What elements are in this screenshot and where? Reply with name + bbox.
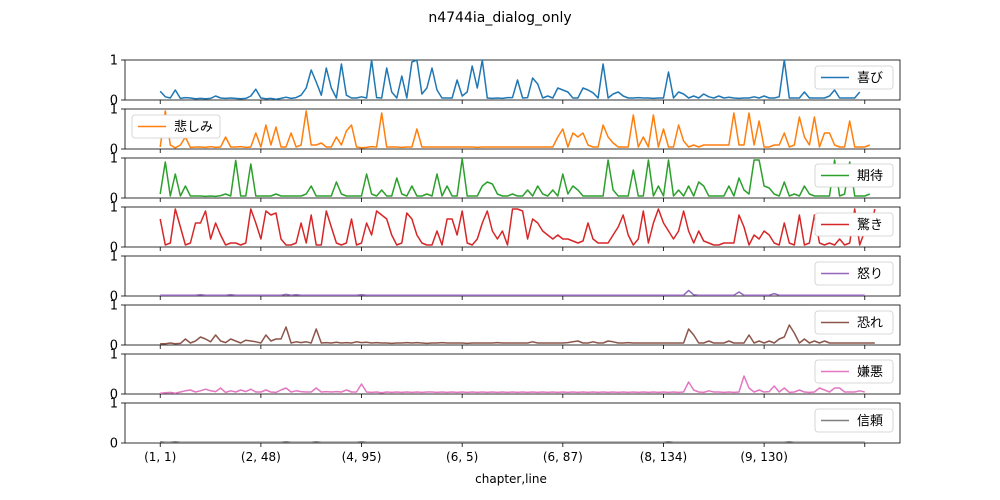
x-tick-label: (4, 95) <box>342 450 382 464</box>
legend-box <box>814 65 894 90</box>
legend-label: 嫌悪 <box>857 365 883 380</box>
subplot-frame <box>124 59 901 101</box>
legend-box <box>814 212 894 237</box>
x-tick-label: (6, 87) <box>543 450 583 464</box>
legend: 悲しみ <box>131 114 221 139</box>
y-tick-label: 0 <box>110 94 118 109</box>
legend-box <box>814 310 894 335</box>
y-tick-label: 1 <box>110 201 118 216</box>
legend: 信頼 <box>814 408 894 433</box>
legend-label: 怒り <box>857 267 883 282</box>
subplot-frame <box>124 157 901 199</box>
y-tick-label: 0 <box>110 143 118 158</box>
series-line-7 <box>160 375 865 394</box>
series-line-2 <box>159 110 871 149</box>
legend-label: 驚き <box>857 217 883 233</box>
legend-box <box>814 261 894 286</box>
subplot-frame <box>124 353 901 395</box>
y-tick-label: 0 <box>110 388 118 403</box>
legend-label: 期待 <box>857 169 883 184</box>
legend: 怒り <box>814 261 894 286</box>
subplot-7: 0 1 嫌悪 <box>110 348 901 403</box>
legend-box <box>814 163 894 188</box>
subplot-frame <box>124 206 901 248</box>
y-tick-label: 1 <box>110 299 118 314</box>
y-tick-label: 0 <box>110 339 118 354</box>
series-line-3 <box>159 158 871 198</box>
subplot-6: 0 1 恐れ <box>110 299 901 354</box>
x-axis-label: chapter,line <box>475 472 547 486</box>
y-tick-label: 1 <box>110 397 118 412</box>
legend: 恐れ <box>814 310 894 335</box>
y-tick-label: 0 <box>110 290 118 305</box>
series-line-1 <box>159 59 861 100</box>
x-tick-label: (6, 5) <box>446 450 478 464</box>
subplot-3: 0 1 期待 <box>110 152 901 207</box>
y-tick-label: 1 <box>110 54 118 69</box>
y-tick-label: 0 <box>110 192 118 207</box>
y-tick-label: 1 <box>110 348 118 363</box>
x-axis: (1, 1) (2, 48) (4, 95) (6, 5) (6, 87) (8, 134… <box>144 450 788 464</box>
subplot-8: 0 1 信頼 <box>110 397 901 452</box>
legend: 喜び <box>814 65 894 90</box>
y-tick-label: 0 <box>110 437 118 452</box>
legend-label: 喜び <box>857 71 883 86</box>
legend-box <box>814 359 894 384</box>
legend: 驚き <box>814 212 894 237</box>
legend: 嫌悪 <box>814 359 894 384</box>
y-tick-label: 1 <box>110 250 118 265</box>
series-line-5 <box>160 289 865 296</box>
subplot-1: 0 1 喜び <box>110 54 901 109</box>
legend-box <box>814 408 894 433</box>
series-line-6 <box>160 324 875 345</box>
x-tick-label: (1, 1) <box>144 450 176 464</box>
y-tick-label: 1 <box>110 103 118 118</box>
subplot-frame <box>124 108 901 150</box>
subplot-4: 0 1 驚き <box>110 201 901 256</box>
x-tick-label: (2, 48) <box>241 450 281 464</box>
x-tick-label: (9, 130) <box>740 450 788 464</box>
subplot-frame <box>124 304 901 346</box>
subplot-2: 0 1 悲しみ <box>110 103 901 158</box>
series-line-4 <box>159 208 876 246</box>
legend: 期待 <box>814 163 894 188</box>
legend-label: 恐れ <box>857 316 883 331</box>
legend-box <box>131 114 221 139</box>
subplot-5: 0 1 怒り <box>110 250 901 305</box>
y-tick-label: 0 <box>110 241 118 256</box>
subplot-frame <box>124 402 901 444</box>
legend-label: 信頼 <box>857 414 883 429</box>
chart-title: n4744ia_dialog_only <box>428 10 571 26</box>
x-tick-label: (8, 134) <box>640 450 688 464</box>
y-tick-label: 1 <box>110 152 118 167</box>
legend-label: 悲しみ <box>174 119 213 135</box>
subplot-frame <box>124 255 901 297</box>
